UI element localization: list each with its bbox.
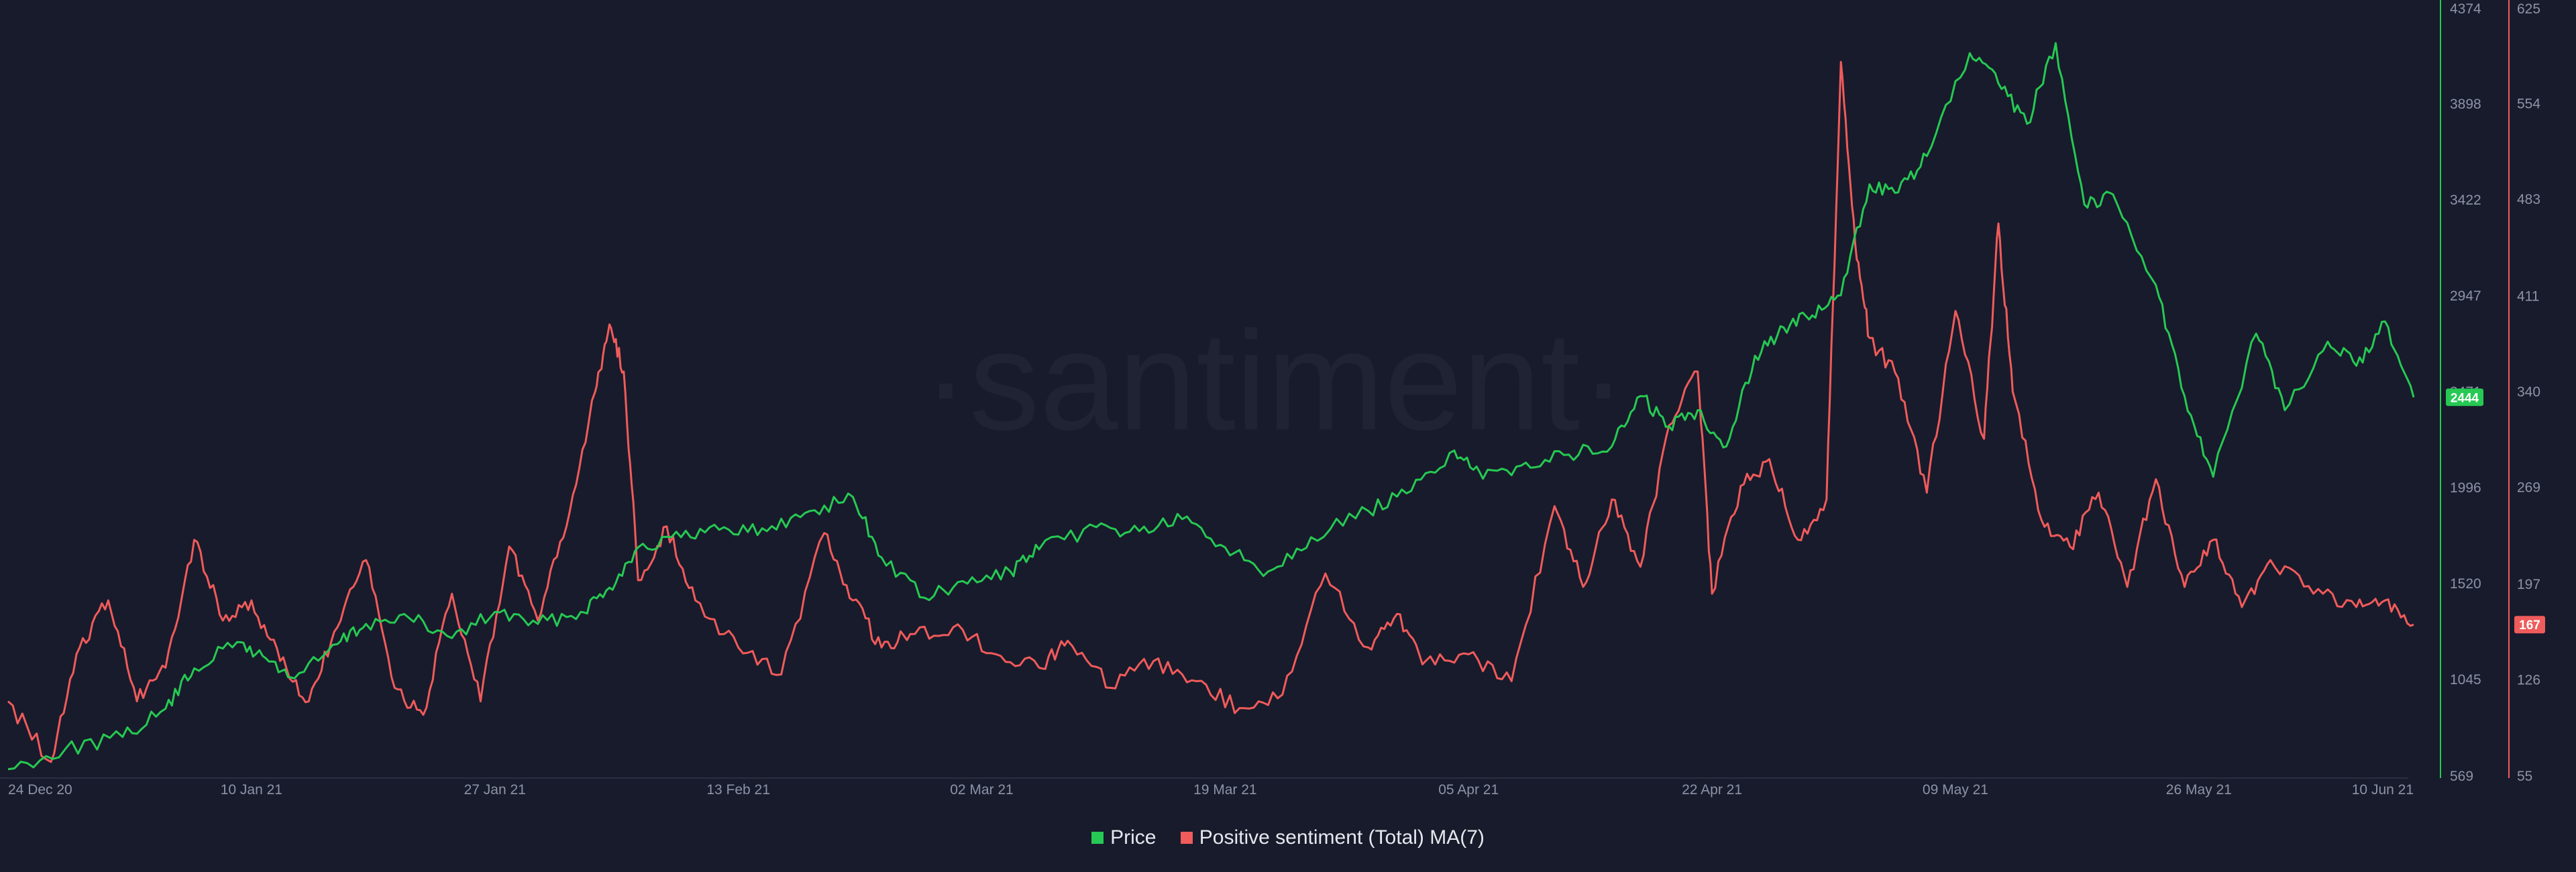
x-tick-label: 13 Feb 21 [706, 782, 770, 798]
x-tick-label: 24 Dec 20 [8, 782, 72, 798]
x-tick-label: 05 Apr 21 [1438, 782, 1499, 798]
last-value-badges: 2444 167 [2446, 388, 2545, 634]
series-line-price [7, 42, 2415, 771]
x-tick-label: 10 Jan 21 [221, 782, 282, 798]
right-axis-tick-label: 625 [2517, 1, 2540, 17]
x-tick-label: 26 May 21 [2166, 782, 2232, 798]
x-tick-labels: 24 Dec 20 10 Jan 21 27 Jan 21 13 Feb 21 02 M… [8, 782, 2414, 798]
left-axis-tick-label: 3422 [2450, 193, 2481, 208]
right-axis-tick-label: 126 [2517, 673, 2540, 688]
sentiment-last-value-badge: 167 [2519, 618, 2540, 633]
legend-swatch-price [1091, 832, 1104, 844]
legend-item-positive-sentiment[interactable]: Positive sentiment (Total) MA(7) [1180, 826, 1485, 849]
right-axis-tick-label: 411 [2517, 289, 2539, 305]
series-line-positive-sentiment [7, 60, 2414, 763]
x-tick-label: 09 May 21 [1923, 782, 1988, 798]
x-tick-label: 02 Mar 21 [950, 782, 1014, 798]
right-axis-tick-label: 197 [2517, 577, 2540, 592]
x-tick-label: 22 Apr 21 [1682, 782, 1742, 798]
right-axis-tick-label: 340 [2517, 384, 2540, 400]
right-axis-ticks: 625 554 483 411 340 269 197 126 55 [2517, 1, 2540, 784]
right-axis-tick-label: 483 [2517, 192, 2540, 207]
x-tick-label: 10 Jun 21 [2352, 782, 2414, 798]
watermark: ·santiment· [922, 302, 1627, 459]
legend-item-price[interactable]: Price [1091, 826, 1156, 849]
left-axis-tick-label: 4374 [2450, 1, 2481, 17]
x-tick-label: 27 Jan 21 [464, 782, 526, 798]
left-axis-tick-label: 1520 [2450, 576, 2481, 592]
right-axis-tick-label: 269 [2517, 480, 2540, 495]
x-tick-label: 19 Mar 21 [1193, 782, 1257, 798]
left-axis-tick-label: 1996 [2450, 480, 2481, 496]
legend: Price Positive sentiment (Total) MA(7) [0, 826, 2576, 849]
price-last-value-badge: 2444 [2451, 391, 2479, 405]
left-axis-tick-label: 1045 [2450, 672, 2481, 688]
legend-label-price: Price [1110, 826, 1157, 849]
legend-swatch-positive-sentiment [1180, 832, 1193, 844]
left-axis-tick-label: 2947 [2450, 288, 2481, 304]
right-axis-tick-label: 55 [2517, 769, 2532, 784]
right-axis-tick-label: 554 [2517, 96, 2540, 111]
left-axis-tick-label: 3898 [2450, 97, 2481, 112]
legend-label-positive-sentiment: Positive sentiment (Total) MA(7) [1199, 826, 1485, 849]
left-axis-tick-label: 569 [2450, 769, 2473, 784]
price-last-value-badge-bg [2446, 388, 2483, 406]
sentiment-last-value-badge-bg [2514, 616, 2545, 634]
